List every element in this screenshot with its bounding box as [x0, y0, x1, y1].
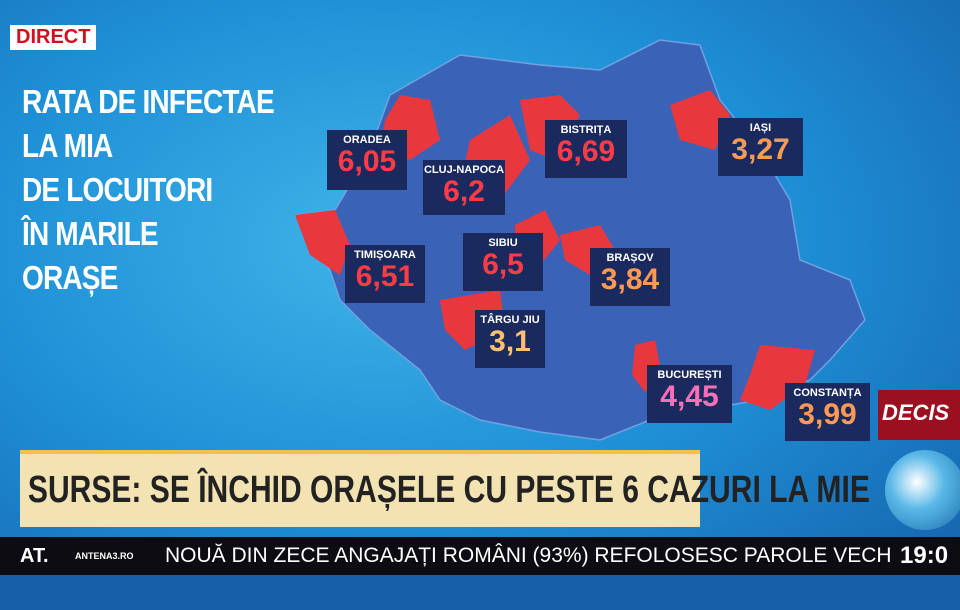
city-value: 3,1	[489, 325, 531, 358]
city-box: BISTRIȚA 6,69	[545, 120, 627, 178]
city-value: 6,05	[337, 145, 397, 178]
city-box: CLUJ-NAPOCA 6,2	[423, 160, 505, 215]
ticker-label: AT.	[20, 545, 49, 567]
city-box: SIBIU 6,5	[463, 233, 543, 291]
city-name: TÂRGU JIU	[480, 314, 540, 326]
title: RATA DE INFECTAE LA MIA DE LOCUITORI ÎN …	[22, 80, 275, 300]
show-logo: DECIS	[878, 390, 960, 440]
city-value: 3,99	[798, 398, 857, 431]
city-name: CONSTANȚA	[793, 387, 862, 399]
city-box: TIMIȘOARA 6,51	[345, 245, 425, 303]
city-value: 4,45	[660, 380, 719, 413]
title-line: DE LOCUITORI	[22, 171, 213, 208]
city-value: 6,69	[556, 135, 616, 168]
title-line: ORAȘE	[22, 259, 118, 296]
city-value: 6,51	[355, 260, 415, 293]
city-box: BRAȘOV 3,84	[590, 248, 670, 306]
title-line: ÎN MARILE	[22, 215, 159, 252]
city-name: BUCUREȘTI	[657, 369, 722, 381]
ticker-time: 19:0	[890, 537, 960, 575]
city-value: 3,27	[731, 133, 790, 166]
city-name: BISTRIȚA	[560, 124, 612, 136]
city-box: BUCUREȘTI 4,45	[647, 365, 732, 423]
channel-globe	[885, 450, 960, 530]
city-value: 6,5	[482, 248, 524, 281]
city-name: ORADEA	[343, 134, 391, 146]
bottom-strip	[0, 575, 960, 610]
city-box: ORADEA 6,05	[327, 130, 407, 190]
ticker-source: ANTENA3.RO	[75, 551, 134, 561]
headline: SURSE: SE ÎNCHID ORAȘELE CU PESTE 6 CAZU…	[20, 450, 870, 527]
city-value: 6,2	[443, 175, 485, 208]
city-name: CLUJ-NAPOCA	[423, 164, 505, 176]
city-name: BRAȘOV	[606, 252, 654, 264]
city-box: TÂRGU JIU 3,1	[475, 310, 545, 368]
city-box: CONSTANȚA 3,99	[785, 383, 870, 441]
city-name: IAȘI	[749, 122, 772, 134]
city-name: TIMIȘOARA	[354, 249, 416, 261]
city-name: SIBIU	[488, 237, 518, 249]
ticker: AT. ANTENA3.RO NOUĂ DIN ZECE ANGAJAȚI RO…	[0, 537, 960, 575]
title-line: RATA DE INFECTAE	[22, 83, 275, 120]
city-value: 3,84	[600, 263, 660, 296]
title-line: LA MIA	[22, 127, 113, 164]
ticker-text: NOUĂ DIN ZECE ANGAJAȚI ROMÂNI (93%) REFO…	[165, 544, 898, 567]
live-badge: DIRECT	[10, 25, 97, 50]
city-box: IAȘI 3,27	[718, 118, 803, 176]
